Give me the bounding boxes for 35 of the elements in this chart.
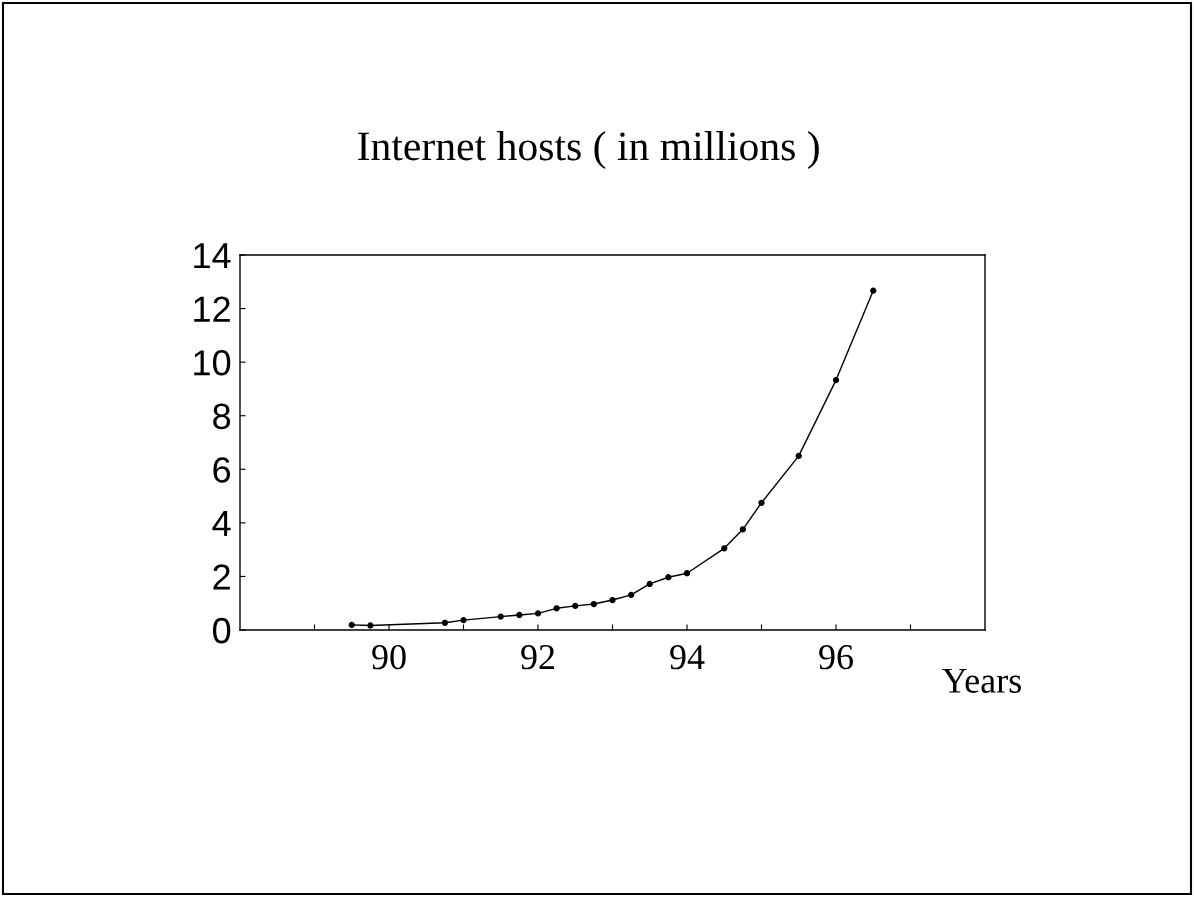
y-tick-label: 2 — [213, 564, 230, 590]
x-axis-title: Years — [942, 668, 1021, 693]
point — [795, 452, 802, 460]
point — [441, 619, 449, 626]
x-tick-label: 94 — [670, 645, 705, 670]
point — [572, 602, 579, 610]
x-tick-label: 96 — [819, 645, 853, 670]
point — [683, 570, 691, 577]
chart-title: Internet hosts ( in millions ) — [358, 131, 819, 169]
y-tick-label: 6 — [213, 457, 231, 483]
y-tick-label: 10 — [194, 350, 231, 376]
point — [870, 287, 877, 294]
point — [367, 622, 374, 629]
y-tick-label: 12 — [194, 296, 230, 322]
y-tick-label: 0 — [213, 617, 231, 644]
y-tick-label: 8 — [213, 403, 231, 430]
x-tick-label: 92 — [521, 645, 555, 670]
point — [497, 613, 504, 620]
point — [534, 610, 542, 617]
point — [665, 574, 672, 581]
point — [516, 611, 523, 619]
point — [832, 376, 840, 384]
point — [609, 596, 616, 604]
point — [553, 605, 560, 612]
point — [460, 616, 467, 624]
y-tick-label: 14 — [194, 243, 231, 269]
point — [721, 545, 728, 552]
point — [646, 580, 653, 588]
y-tick-label: 4 — [212, 511, 231, 536]
point — [348, 621, 355, 629]
point — [590, 600, 598, 608]
x-tick-label: 90 — [372, 644, 406, 670]
point — [627, 591, 635, 599]
point — [739, 526, 747, 533]
point — [758, 499, 765, 506]
